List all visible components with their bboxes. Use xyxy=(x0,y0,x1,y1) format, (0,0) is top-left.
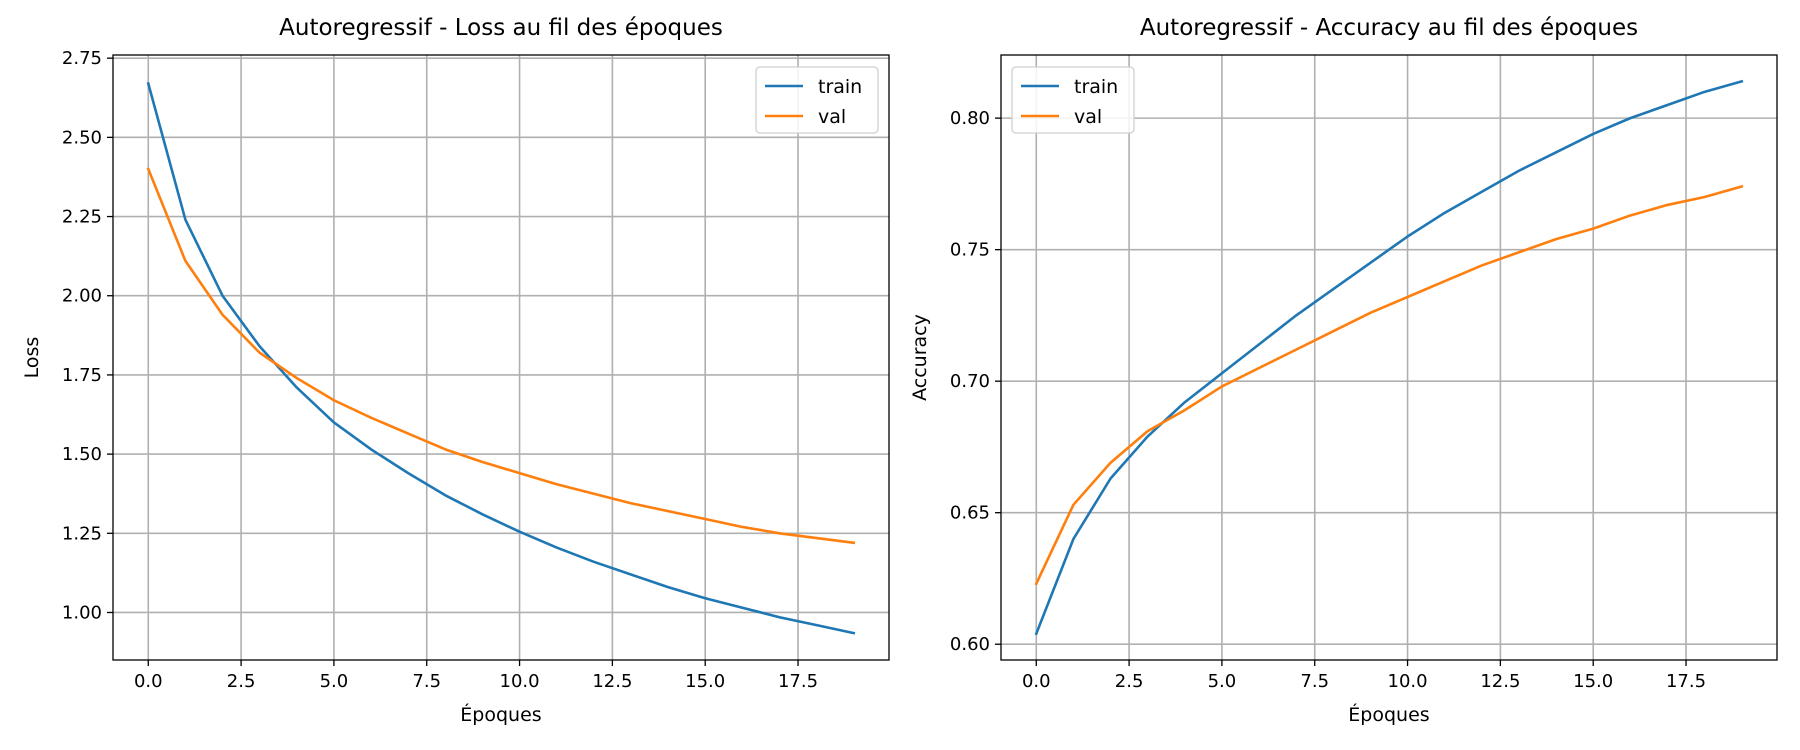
y-tick-label: 1.25 xyxy=(62,523,102,544)
series-line-train xyxy=(146,81,856,635)
chart-title: Autoregressif - Loss au fil des époques xyxy=(279,15,723,41)
y-tick-label: 1.50 xyxy=(62,444,102,465)
chart-title: Autoregressif - Accuracy au fil des époq… xyxy=(1140,15,1638,41)
legend-label-val: val xyxy=(818,106,846,128)
x-tick-label: 5.0 xyxy=(320,671,349,692)
grid xyxy=(113,55,889,660)
y-tick-label: 0.70 xyxy=(950,371,990,392)
grid xyxy=(1001,55,1777,660)
legend-label-train: train xyxy=(818,76,862,98)
loss-chart: 0.0 2.5 5.0 7.5 10.0 12.5 15.0 17.5 1.00 1.25 1.50… xyxy=(21,15,890,726)
x-tick-label: 10.0 xyxy=(500,671,540,692)
y-axis-label: Accuracy xyxy=(909,314,931,401)
y-tick-label: 0.80 xyxy=(950,108,990,129)
plot-frame xyxy=(1000,54,1778,661)
x-tick-label: 7.5 xyxy=(1300,671,1329,692)
x-tick-label: 0.0 xyxy=(134,671,163,692)
series-line-val xyxy=(146,167,856,545)
y-tick-label: 0.75 xyxy=(950,240,990,261)
x-tick-label: 12.5 xyxy=(592,671,632,692)
x-tick-label: 2.5 xyxy=(1115,671,1144,692)
y-tick-label: 1.75 xyxy=(62,365,102,386)
accuracy-chart: 0.0 2.5 5.0 7.5 10.0 12.5 15.0 17.5 0.60 0.65 0.70… xyxy=(909,15,1778,726)
x-tick-label: 15.0 xyxy=(685,671,725,692)
y-tick-label: 2.00 xyxy=(62,286,102,307)
y-tick-label: 0.60 xyxy=(950,634,990,655)
legend-label-val: val xyxy=(1074,106,1102,128)
legend-label-train: train xyxy=(1074,76,1118,98)
x-tick-label: 0.0 xyxy=(1022,671,1051,692)
legend: train val xyxy=(755,66,879,134)
legend: train val xyxy=(1011,66,1135,134)
x-tick-label: 10.0 xyxy=(1388,671,1428,692)
plot-frame xyxy=(112,54,890,661)
x-tick-label: 15.0 xyxy=(1573,671,1613,692)
x-axis-label: Époques xyxy=(1348,703,1429,726)
y-tick-label: 2.75 xyxy=(62,48,102,69)
y-tick-label: 2.25 xyxy=(62,207,102,228)
x-tick-label: 5.0 xyxy=(1208,671,1237,692)
y-axis-label: Loss xyxy=(21,337,43,379)
y-tick-label: 0.65 xyxy=(950,503,990,524)
x-tick-label: 17.5 xyxy=(778,671,818,692)
series-line-val xyxy=(1034,184,1744,586)
y-tick-label: 2.50 xyxy=(62,127,102,148)
y-tick-label: 1.00 xyxy=(62,602,102,623)
x-tick-label: 7.5 xyxy=(412,671,441,692)
x-axis-label: Époques xyxy=(460,703,541,726)
x-tick-label: 17.5 xyxy=(1666,671,1706,692)
x-tick-label: 12.5 xyxy=(1480,671,1520,692)
x-tick-label: 2.5 xyxy=(227,671,256,692)
series-line-train xyxy=(1034,79,1744,636)
